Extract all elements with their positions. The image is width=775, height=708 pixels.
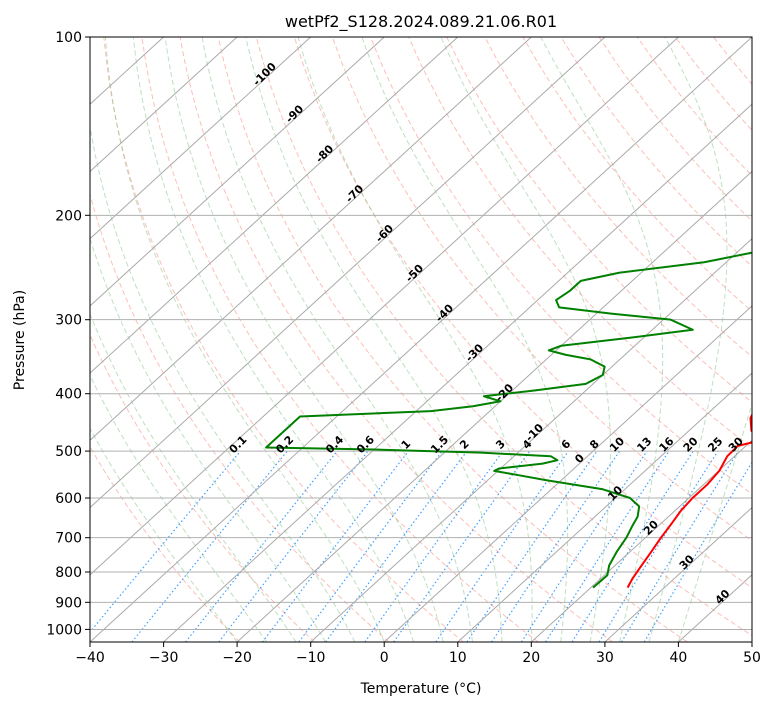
moist-adiabat (164, 37, 444, 642)
profile-lines (265, 251, 752, 589)
dry-adiabat (141, 37, 539, 642)
mixing-ratio-line (325, 450, 468, 642)
moist-adiabat (90, 123, 356, 642)
mixing-ratio-line (545, 450, 670, 642)
mixing-ratio-line (185, 450, 338, 642)
isotherm (90, 37, 752, 642)
background-lines (90, 37, 752, 642)
dry-adiabat (446, 37, 752, 403)
isotherm (383, 305, 752, 642)
isotherm (163, 103, 752, 642)
mixing-ratio-line (466, 450, 598, 642)
y-axis-label: Pressure (hPa) (12, 290, 28, 390)
dry-adiabat (484, 37, 752, 358)
grid-lines (90, 37, 752, 642)
x-tick-label: 50 (743, 650, 761, 666)
y-tick-label: 1000 (46, 622, 82, 638)
mixing-ratio-line (90, 450, 241, 634)
dry-adiabat (293, 37, 752, 589)
moist-adiabat (540, 37, 664, 642)
moist-adiabat (648, 37, 728, 642)
dewpoint-line (265, 251, 752, 589)
y-tick-label: 700 (55, 531, 82, 547)
y-tick-label: 100 (55, 30, 82, 46)
isotherm (310, 237, 752, 642)
x-tick-label: −20 (222, 650, 252, 666)
isotherm (90, 37, 459, 374)
moist-adiabat (440, 37, 611, 642)
isotherm (90, 37, 238, 173)
plot-frame (89, 36, 753, 643)
x-axis-label: Temperature (°C) (360, 681, 482, 697)
isotherm (90, 37, 532, 442)
dry-adiabat (179, 37, 613, 642)
isotherm (457, 372, 752, 642)
x-tick-label: 0 (380, 650, 389, 666)
chart-title: wetPf2_S128.2024.089.21.06.R01 (285, 12, 557, 32)
y-tick-label: 300 (55, 313, 82, 329)
y-tick-label: 500 (55, 444, 82, 460)
dry-adiabat (90, 333, 315, 642)
moist-adiabat (361, 37, 569, 642)
mixing-ratio-line (491, 450, 621, 642)
x-tick-label: 30 (596, 650, 614, 666)
mixing-ratio-line (262, 450, 410, 642)
isotherm (236, 170, 752, 642)
mixing-ratio-line (298, 450, 443, 642)
moist-adiabat (245, 37, 503, 642)
mixing-ratio-line (435, 450, 569, 642)
moist-adiabat (677, 401, 752, 642)
isotherm (90, 37, 312, 240)
isotherm (530, 439, 752, 642)
x-tick-label: −30 (149, 650, 179, 666)
dry-adiabat (103, 37, 464, 642)
moist-adiabat (297, 37, 533, 642)
isotherm (604, 506, 752, 642)
x-tick-label: 20 (522, 650, 540, 666)
isotherm (90, 37, 385, 307)
x-tick-label: −40 (75, 650, 105, 666)
moist-adiabat (90, 236, 326, 642)
y-tick-label: 800 (55, 565, 82, 581)
mixing-ratio-line (598, 450, 719, 642)
y-tick-label: 900 (55, 595, 82, 611)
dry-adiabat (90, 445, 241, 642)
x-tick-label: −10 (296, 650, 326, 666)
x-tick-label: 10 (449, 650, 467, 666)
y-tick-label: 200 (55, 208, 82, 224)
axis-ticks: −40 −30 −20 −10 0 10 20 30 40 50 100 200 300 400 500 60… (46, 30, 761, 666)
isotherm (90, 37, 679, 576)
mixing-ratio-line (131, 450, 288, 642)
mixing-ratio-line (621, 450, 739, 642)
y-tick-label: 400 (55, 387, 82, 403)
temperature-line (626, 412, 752, 589)
mixing-ratio-line (364, 450, 504, 642)
dry-adiabat (522, 37, 752, 313)
moist-adiabat (132, 37, 415, 642)
x-tick-label: 40 (669, 650, 687, 666)
mixing-ratio-line (571, 450, 694, 642)
dry-adiabat (370, 37, 752, 495)
moist-adiabat (201, 37, 473, 642)
moist-adiabat (90, 427, 238, 642)
dry-adiabat (217, 37, 688, 642)
isotherm (90, 37, 606, 509)
y-tick-label: 600 (55, 491, 82, 507)
moist-adiabat (90, 312, 297, 642)
dry-adiabat (408, 37, 752, 449)
moist-adiabat (90, 374, 267, 642)
